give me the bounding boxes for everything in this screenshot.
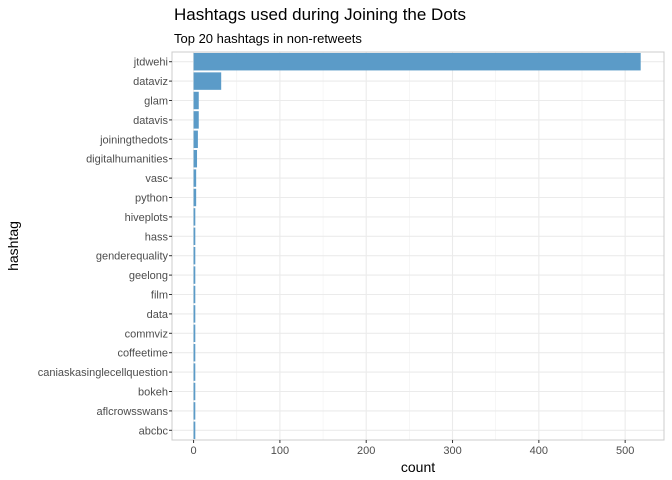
x-tick-labels: 0 100 200 300 400 500 bbox=[191, 440, 634, 457]
y-tick-label: data bbox=[147, 309, 169, 321]
x-tick-label: 200 bbox=[357, 445, 375, 457]
bar-glam bbox=[193, 91, 199, 110]
bar-aflcrowsswans bbox=[193, 402, 196, 420]
y-tick-label: dataviz bbox=[133, 76, 168, 88]
y-axis-title: hashtag bbox=[5, 221, 21, 271]
y-tick-label: datavis bbox=[133, 115, 168, 127]
bar-layer bbox=[193, 52, 641, 440]
chart-title: Hashtags used during Joining the Dots bbox=[174, 5, 467, 24]
y-tick-label: geelong bbox=[129, 270, 168, 282]
y-tick-label: commviz bbox=[125, 328, 168, 340]
y-tick-label: vasc bbox=[145, 173, 168, 185]
x-tick-label: 100 bbox=[271, 445, 289, 457]
y-tick-label: genderequality bbox=[96, 251, 169, 263]
y-tick-label: coffeetime bbox=[117, 348, 168, 360]
y-tick-label: glam bbox=[144, 96, 168, 108]
bar-dataviz bbox=[193, 72, 222, 90]
bar-hass bbox=[193, 227, 196, 246]
x-tick-label: 500 bbox=[616, 445, 634, 457]
y-tick-label: hass bbox=[145, 231, 169, 243]
panel-border bbox=[171, 51, 665, 441]
y-tick-label: digitalhumanities bbox=[86, 154, 168, 166]
bar-jtdwehi bbox=[193, 52, 641, 71]
bar-geelong bbox=[193, 266, 196, 284]
y-tick-label: bokeh bbox=[138, 387, 168, 399]
bar-bokeh bbox=[193, 382, 196, 401]
bar-coffeetime bbox=[193, 343, 196, 362]
y-tick-label: joiningthedots bbox=[99, 134, 168, 146]
x-tick-label: 0 bbox=[191, 445, 197, 457]
bar-commviz bbox=[193, 324, 196, 343]
y-tick-label: caniaskasinglecellquestion bbox=[38, 367, 168, 379]
bar-vasc bbox=[193, 169, 197, 187]
bar-python bbox=[193, 188, 197, 207]
y-tick-label: aflcrowsswans bbox=[96, 406, 168, 418]
bar-digitalhumanities bbox=[193, 149, 198, 168]
y-tick-label: jtdwehi bbox=[133, 57, 168, 69]
y-tick-labels: jtdwehi dataviz glam datavis joiningthedots d… bbox=[38, 57, 172, 437]
bar-data bbox=[193, 305, 196, 323]
bar-joiningthedots bbox=[193, 130, 198, 149]
bar-datavis bbox=[193, 111, 199, 129]
grid-layer bbox=[172, 52, 664, 440]
x-tick-label: 400 bbox=[530, 445, 548, 457]
bar-caniaskasinglecellquestion bbox=[193, 363, 196, 381]
chart-subtitle: Top 20 hashtags in non-retweets bbox=[174, 31, 362, 46]
bar-abcbc bbox=[193, 421, 196, 440]
x-axis-title: count bbox=[401, 459, 435, 475]
y-tick-label: abcbc bbox=[139, 425, 169, 437]
bar-hiveplots bbox=[193, 208, 196, 226]
bar-genderequality bbox=[193, 246, 196, 265]
y-tick-label: film bbox=[151, 290, 168, 302]
bar-film bbox=[193, 285, 196, 304]
x-tick-label: 300 bbox=[443, 445, 461, 457]
y-tick-label: python bbox=[135, 193, 168, 205]
y-tick-label: hiveplots bbox=[125, 212, 169, 224]
